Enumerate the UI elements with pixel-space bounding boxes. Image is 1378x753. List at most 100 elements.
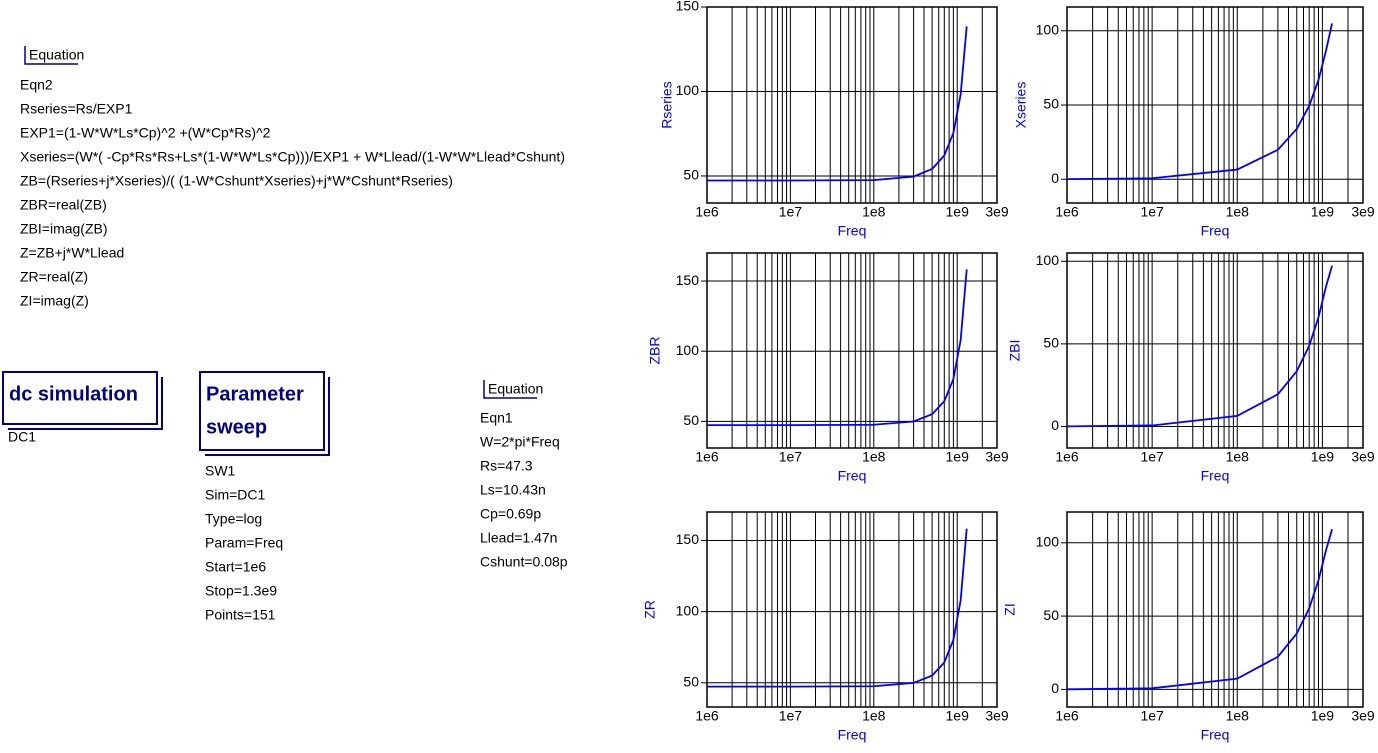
- x-tick-label: 1e7: [1140, 449, 1164, 465]
- x-tick-label: 1e7: [779, 708, 803, 724]
- x-axis-label: Freq: [1201, 727, 1230, 743]
- y-tick-label: 100: [1036, 533, 1060, 549]
- y-tick-label: 100: [1036, 252, 1060, 268]
- y-tick-label: 50: [1043, 335, 1059, 351]
- y-tick-label: 0: [1051, 170, 1059, 186]
- data-line: [707, 26, 968, 182]
- plot-frame: [1066, 252, 1364, 449]
- x-tick-label: 3e9: [1351, 708, 1375, 724]
- equation-bracket: [24, 46, 78, 65]
- x-tick-label: 1e6: [1055, 708, 1079, 724]
- x-tick-label: 1e6: [695, 204, 719, 220]
- x-tick-label: 1e8: [1226, 708, 1250, 724]
- component-name: SW1: [205, 463, 236, 479]
- y-tick-label: 150: [676, 272, 700, 288]
- plot-frame: [706, 252, 998, 449]
- component-shadow: [205, 377, 330, 456]
- equation-line: Llead=1.47n: [480, 530, 557, 546]
- equation-name: Eqn2: [20, 77, 53, 93]
- sweep-property: Sim=DC1: [205, 487, 266, 503]
- x-tick-label: 1e6: [1055, 449, 1079, 465]
- x-tick-label: 1e6: [695, 708, 719, 724]
- y-tick-label: 100: [676, 602, 700, 618]
- component-box[interactable]: [199, 371, 325, 451]
- y-axis-label: ZBR: [647, 337, 663, 365]
- data-line: [707, 269, 968, 427]
- y-tick-label: 100: [1036, 21, 1060, 37]
- y-tick-label: 0: [1051, 680, 1059, 696]
- x-tick-label: 3e9: [1351, 449, 1375, 465]
- x-tick-label: 3e9: [985, 204, 1009, 220]
- x-tick-label: 1e8: [862, 708, 886, 724]
- y-tick-label: 50: [683, 167, 699, 183]
- y-tick-label: 100: [676, 82, 700, 98]
- y-tick-label: 50: [1043, 607, 1059, 623]
- equation-line: Ls=10.43n: [480, 482, 546, 498]
- x-tick-label: 1e8: [1226, 204, 1250, 220]
- x-tick-label: 1e6: [695, 449, 719, 465]
- equation-line: Xseries=(W*( -Cp*Rs*Rs+Ls*(1-W*W*Ls*Cp))…: [20, 149, 565, 165]
- x-tick-label: 1e6: [1055, 204, 1079, 220]
- component-title: sweep: [206, 416, 267, 438]
- x-tick-label: 1e7: [779, 204, 803, 220]
- x-axis-label: Freq: [838, 468, 867, 484]
- x-tick-label: 1e8: [862, 204, 886, 220]
- x-tick-label: 1e9: [946, 708, 970, 724]
- component-box[interactable]: [2, 371, 158, 425]
- equation-line: Cshunt=0.08p: [480, 554, 568, 570]
- equation-line: Z=ZB+j*W*Llead: [20, 245, 124, 261]
- y-tick-label: 150: [676, 0, 700, 14]
- equation-label: Equation: [488, 381, 543, 397]
- data-line: [1066, 23, 1333, 181]
- sweep-property: Stop=1.3e9: [205, 583, 277, 599]
- data-line: [707, 528, 968, 688]
- equation-line: W=2*pi*Freq: [480, 434, 560, 450]
- data-line: [1066, 265, 1333, 428]
- x-tick-label: 1e8: [862, 449, 886, 465]
- plot-frame: [706, 6, 998, 204]
- equation-line: ZI=imag(Z): [20, 293, 89, 309]
- x-tick-label: 1e7: [1140, 204, 1164, 220]
- x-tick-label: 3e9: [1351, 204, 1375, 220]
- sweep-property: Points=151: [205, 607, 276, 623]
- x-axis-label: Freq: [838, 727, 867, 743]
- y-tick-label: 50: [1043, 96, 1059, 112]
- equation-line: EXP1=(1-W*W*Ls*Cp)^2 +(W*Cp*Rs)^2: [20, 125, 271, 141]
- equation-line: ZR=real(Z): [20, 269, 88, 285]
- plot-frame: [1066, 511, 1364, 708]
- equation-line: ZBI=imag(ZB): [20, 221, 108, 237]
- equation-line: Rseries=Rs/EXP1: [20, 101, 133, 117]
- x-tick-label: 3e9: [985, 449, 1009, 465]
- equation-line: ZBR=real(ZB): [20, 197, 107, 213]
- y-axis-label: Rseries: [659, 81, 675, 128]
- component-name: DC1: [8, 429, 36, 445]
- x-axis-label: Freq: [1201, 223, 1230, 239]
- x-tick-label: 1e9: [946, 204, 970, 220]
- component-shadow: [8, 377, 163, 430]
- y-axis-label: ZI: [1002, 603, 1018, 615]
- y-axis-label: ZR: [642, 600, 658, 619]
- y-axis-label: Xseries: [1013, 82, 1029, 129]
- y-tick-label: 100: [676, 342, 700, 358]
- x-tick-label: 1e7: [779, 449, 803, 465]
- sweep-property: Type=log: [205, 511, 262, 527]
- data-line: [1066, 528, 1333, 691]
- x-tick-label: 1e7: [1140, 708, 1164, 724]
- x-tick-label: 1e8: [1226, 449, 1250, 465]
- plot-frame: [706, 511, 998, 708]
- component-title: Parameter: [206, 383, 304, 405]
- equation-line: Cp=0.69p: [480, 506, 541, 522]
- equation-bracket: [483, 380, 537, 399]
- y-tick-label: 50: [683, 412, 699, 428]
- equation-line: ZB=(Rseries+j*Xseries)/( (1-W*Cshunt*Xse…: [20, 173, 453, 189]
- y-tick-label: 150: [676, 531, 700, 547]
- plot-frame: [1066, 6, 1364, 204]
- equation-line: Rs=47.3: [480, 458, 533, 474]
- x-axis-label: Freq: [1201, 468, 1230, 484]
- y-axis-label: ZBI: [1007, 340, 1023, 362]
- equation-name: Eqn1: [480, 410, 513, 426]
- sweep-property: Param=Freq: [205, 535, 283, 551]
- x-tick-label: 1e9: [1311, 204, 1335, 220]
- x-tick-label: 1e9: [946, 449, 970, 465]
